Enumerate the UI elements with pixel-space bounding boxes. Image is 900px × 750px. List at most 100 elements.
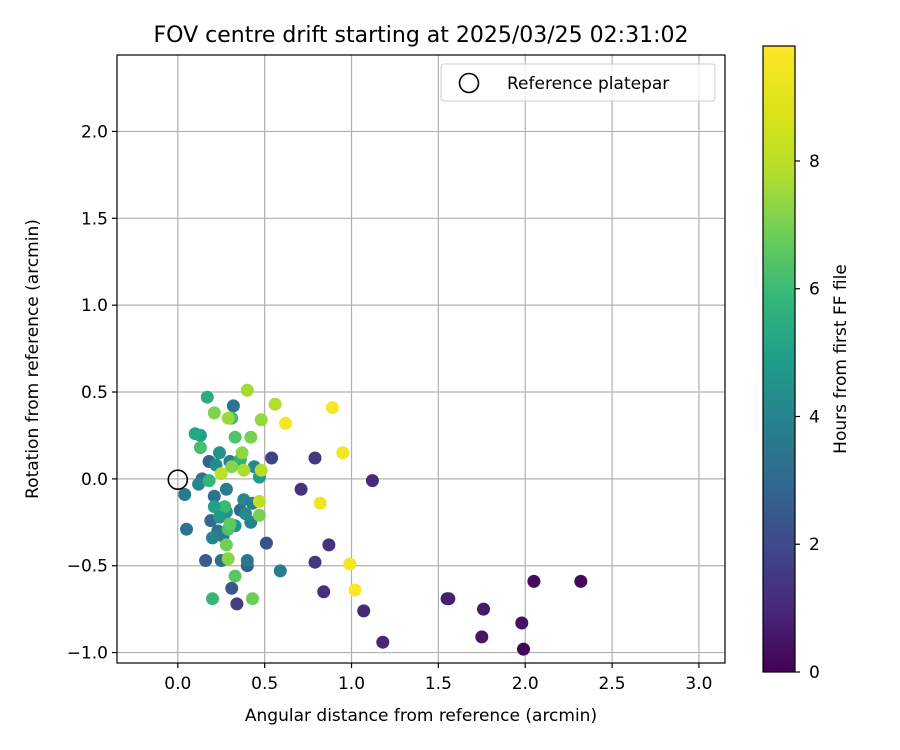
data-point bbox=[252, 508, 266, 522]
x-tick-label: 3.0 bbox=[685, 674, 712, 694]
data-point bbox=[213, 510, 226, 524]
colorbar-tick-label: 0 bbox=[809, 663, 820, 683]
y-tick-label: −0.5 bbox=[67, 557, 108, 577]
data-point bbox=[228, 569, 242, 583]
data-point bbox=[207, 500, 221, 514]
data-point bbox=[188, 427, 202, 441]
data-point bbox=[246, 592, 259, 606]
y-tick-label: 0.0 bbox=[81, 470, 108, 490]
plot-frame bbox=[116, 54, 726, 664]
y-tick-label: 1.0 bbox=[81, 296, 108, 316]
data-point bbox=[235, 446, 249, 460]
reference-marker bbox=[167, 469, 189, 491]
data-point bbox=[200, 390, 214, 404]
colorbar-gradient bbox=[762, 45, 796, 673]
data-point bbox=[223, 517, 237, 531]
data-point bbox=[574, 574, 588, 588]
data-point bbox=[228, 430, 242, 444]
x-axis-label: Angular distance from reference (arcmin) bbox=[245, 706, 597, 726]
colorbar-tick-label: 6 bbox=[809, 280, 820, 300]
data-point bbox=[343, 557, 357, 571]
data-point bbox=[517, 642, 530, 656]
data-point bbox=[294, 482, 308, 496]
data-point bbox=[515, 616, 529, 630]
y-tick-label: 0.5 bbox=[81, 383, 108, 403]
data-point bbox=[313, 496, 327, 510]
data-point bbox=[365, 474, 379, 488]
data-point bbox=[348, 583, 362, 597]
data-point bbox=[322, 538, 336, 552]
data-point bbox=[237, 463, 251, 477]
data-point bbox=[442, 592, 456, 606]
data-point bbox=[279, 416, 292, 430]
legend-label: Reference platepar bbox=[507, 74, 669, 94]
x-tick-label: 0.0 bbox=[164, 674, 191, 694]
data-point bbox=[254, 463, 268, 477]
legend-marker bbox=[458, 72, 480, 94]
chart-title: FOV centre drift starting at 2025/03/25 … bbox=[154, 23, 689, 48]
y-axis-label: Rotation from reference (arcmin) bbox=[23, 219, 43, 499]
colorbar: 0 2 4 6 8 Hours from first FF file bbox=[762, 45, 851, 683]
data-point bbox=[475, 630, 489, 644]
x-tick-label: 1.0 bbox=[338, 674, 365, 694]
data-point bbox=[268, 397, 282, 411]
data-point bbox=[207, 489, 221, 503]
data-point bbox=[244, 430, 258, 444]
y-tick-label: 2.0 bbox=[81, 122, 108, 142]
x-tick-label: 1.5 bbox=[425, 674, 452, 694]
data-point bbox=[254, 413, 268, 427]
data-point bbox=[259, 536, 273, 550]
data-point bbox=[213, 446, 226, 460]
data-point bbox=[193, 441, 207, 455]
data-point bbox=[252, 494, 266, 508]
data-point bbox=[230, 597, 244, 611]
y-tick-label: −1.0 bbox=[67, 644, 108, 664]
data-point bbox=[273, 564, 287, 578]
x-tick-label: 2.5 bbox=[599, 674, 626, 694]
data-point bbox=[219, 538, 233, 552]
data-point bbox=[317, 585, 331, 599]
colorbar-ticks: 0 2 4 6 8 bbox=[795, 152, 820, 683]
legend: Reference platepar bbox=[440, 63, 716, 102]
data-point bbox=[221, 552, 235, 566]
colorbar-label: Hours from first FF file bbox=[831, 264, 851, 454]
data-point bbox=[199, 554, 213, 567]
data-point bbox=[221, 411, 235, 425]
y-tick-label: 1.5 bbox=[81, 209, 108, 229]
data-point bbox=[325, 401, 339, 415]
data-point bbox=[206, 531, 219, 545]
data-point bbox=[357, 604, 371, 618]
data-point bbox=[207, 406, 221, 420]
data-point bbox=[178, 488, 192, 501]
x-tick-label: 2.0 bbox=[512, 674, 539, 694]
data-point bbox=[527, 574, 541, 588]
data-point bbox=[225, 581, 239, 595]
data-point bbox=[336, 446, 350, 460]
data-point bbox=[192, 477, 206, 491]
data-point bbox=[225, 460, 239, 474]
data-point bbox=[376, 635, 390, 649]
colorbar-tick-label: 8 bbox=[809, 152, 820, 172]
data-point bbox=[202, 474, 216, 488]
data-point bbox=[240, 383, 254, 397]
data-points bbox=[178, 383, 588, 656]
data-point bbox=[239, 507, 252, 521]
data-point bbox=[180, 522, 193, 536]
data-point bbox=[218, 500, 232, 514]
data-point bbox=[477, 602, 490, 616]
data-point bbox=[308, 555, 322, 569]
x-tick-label: 0.5 bbox=[251, 674, 278, 694]
legend-box bbox=[440, 63, 716, 102]
colorbar-tick-label: 2 bbox=[809, 535, 820, 555]
data-point bbox=[226, 399, 240, 413]
colorbar-tick-label: 4 bbox=[809, 407, 820, 427]
data-point bbox=[206, 592, 219, 606]
data-point bbox=[219, 482, 233, 496]
data-point bbox=[265, 451, 279, 465]
y-axis-ticks: −1.0 −0.5 0.0 0.5 1.0 1.5 2.0 bbox=[67, 122, 117, 664]
x-axis-ticks: 0.0 0.5 1.0 1.5 2.0 2.5 3.0 bbox=[164, 663, 712, 694]
data-point bbox=[308, 451, 322, 465]
data-point bbox=[214, 467, 228, 481]
